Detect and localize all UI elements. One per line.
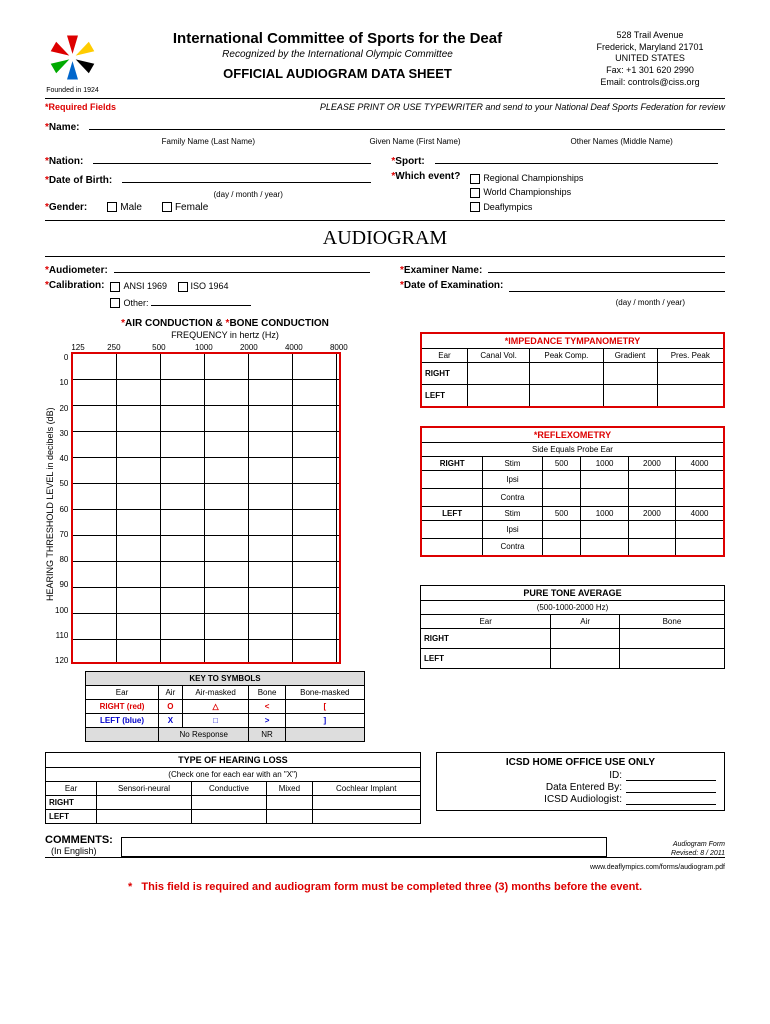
event1: Regional Championships [483, 173, 583, 183]
pta-table: PURE TONE AVERAGE (500-1000-2000 Hz) Ear… [420, 585, 725, 669]
key-table: KEY TO SYMBOLS EarAirAir-maskedBoneBone-… [85, 671, 365, 742]
header-center: International Committee of Sports for th… [110, 30, 565, 81]
office-title: ICSD HOME OFFICE USE ONLY [445, 757, 716, 768]
sport-input[interactable] [435, 152, 718, 164]
iso-checkbox[interactable] [178, 282, 188, 292]
y-axis-label: HEARING THRESHOLD LEVEL in decibels (dB) [45, 343, 55, 665]
event-label: Which event? [395, 171, 460, 182]
id-input[interactable] [626, 770, 716, 781]
comments-section: COMMENTS: (In English) Audiogram Form Re… [45, 834, 725, 857]
sport-label: Sport: [395, 156, 424, 167]
founded-text: Founded in 1924 [45, 87, 100, 94]
female-label: Female [175, 202, 208, 213]
hint-given: Given Name (First Name) [312, 137, 519, 146]
chart-bone: BONE CONDUCTION [229, 318, 328, 329]
dob-input[interactable] [122, 171, 371, 183]
audiometer-label: Audiometer: [49, 265, 108, 276]
required-label: *Required Fields [45, 102, 116, 112]
calibration-label: Calibration: [49, 280, 105, 291]
event3: Deaflympics [483, 202, 532, 212]
org-subtitle: Recognized by the International Olympic … [110, 49, 565, 60]
world-checkbox[interactable] [470, 188, 480, 198]
doe-label: Date of Examination: [404, 280, 503, 291]
dob-label: Date of Birth: [49, 175, 112, 186]
nation-label: Nation: [49, 156, 83, 167]
final-note: * This field is required and audiogram f… [45, 881, 725, 893]
cal-ansi: ANSI 1969 [123, 281, 167, 291]
chart-subtitle: FREQUENCY in hertz (Hz) [45, 330, 405, 340]
cal-iso: ISO 1964 [191, 281, 229, 291]
name-input[interactable] [89, 118, 725, 130]
chart-grid[interactable] [71, 352, 341, 664]
name-label: Name: [49, 122, 80, 133]
addr1: 528 Trail Avenue [575, 30, 725, 42]
y-ticks: 01020 304050 607080 90100110 120 [55, 353, 71, 665]
x-ticks: 125250500 100020004000 8000 [71, 343, 361, 352]
examiner-label: Examiner Name: [404, 265, 482, 276]
hint-other: Other Names (Middle Name) [518, 137, 725, 146]
audiogram-title: AUDIOGRAM [45, 227, 725, 250]
other-checkbox[interactable] [110, 298, 120, 308]
impedance-table: *IMPEDANCE TYMPANOMETRY EarCanal Vol.Pea… [420, 332, 725, 408]
email: Email: controls@ciss.org [575, 77, 725, 89]
key-title: KEY TO SYMBOLS [86, 672, 365, 686]
logo-block: Founded in 1924 [45, 30, 100, 94]
audiometer-input[interactable] [114, 261, 370, 273]
other-input[interactable] [151, 294, 251, 306]
addr3: UNITED STATES [575, 53, 725, 65]
nation-input[interactable] [93, 152, 371, 164]
office-box: ICSD HOME OFFICE USE ONLY ID: Data Enter… [436, 752, 725, 811]
comments-hint: (In English) [51, 846, 97, 856]
dob-hint: (day / month / year) [125, 190, 371, 199]
comments-label: COMMENTS: [45, 834, 113, 846]
foot-rev: Revised: 8 / 2011 [615, 850, 725, 857]
event2: World Championships [483, 187, 571, 197]
org-title: International Committee of Sports for th… [110, 30, 565, 47]
doe-hint: (day / month / year) [400, 298, 725, 307]
header: Founded in 1924 International Committee … [45, 30, 725, 94]
header-address: 528 Trail Avenue Frederick, Maryland 217… [575, 30, 725, 88]
addr2: Frederick, Maryland 21701 [575, 42, 725, 54]
logo [45, 30, 100, 85]
hint-family: Family Name (Last Name) [105, 137, 312, 146]
foot-url: www.deaflympics.com/forms/audiogram.pdf [45, 864, 725, 871]
male-checkbox[interactable] [107, 202, 117, 212]
chart-air: AIR CONDUCTION & [125, 318, 226, 329]
hearing-loss-table: TYPE OF HEARING LOSS (Check one for each… [45, 752, 421, 824]
foot-form: Audiogram Form [615, 841, 725, 848]
examiner-input[interactable] [488, 261, 725, 273]
male-label: Male [120, 202, 142, 213]
gender-label: Gender: [49, 202, 87, 213]
audiogram-chart: HEARING THRESHOLD LEVEL in decibels (dB)… [45, 343, 405, 665]
doe-input[interactable] [509, 280, 725, 292]
audiol-input[interactable] [626, 794, 716, 805]
entered-input[interactable] [626, 782, 716, 793]
office-id: ID: [609, 770, 622, 781]
regional-checkbox[interactable] [470, 174, 480, 184]
doc-title: OFFICIAL AUDIOGRAM DATA SHEET [110, 66, 565, 81]
female-checkbox[interactable] [162, 202, 172, 212]
office-audiol: ICSD Audiologist: [544, 794, 622, 805]
deaflympics-checkbox[interactable] [470, 202, 480, 212]
fax: Fax: +1 301 620 2990 [575, 65, 725, 77]
instruction: PLEASE PRINT OR USE TYPEWRITER and send … [116, 102, 725, 112]
ansi-checkbox[interactable] [110, 282, 120, 292]
office-entered: Data Entered By: [546, 782, 622, 793]
required-line: *Required Fields PLEASE PRINT OR USE TYP… [45, 102, 725, 112]
cal-other: Other: [123, 298, 148, 308]
reflex-table: *REFLEXOMETRY Side Equals Probe Ear RIGH… [420, 426, 725, 558]
comments-input[interactable] [121, 837, 607, 857]
